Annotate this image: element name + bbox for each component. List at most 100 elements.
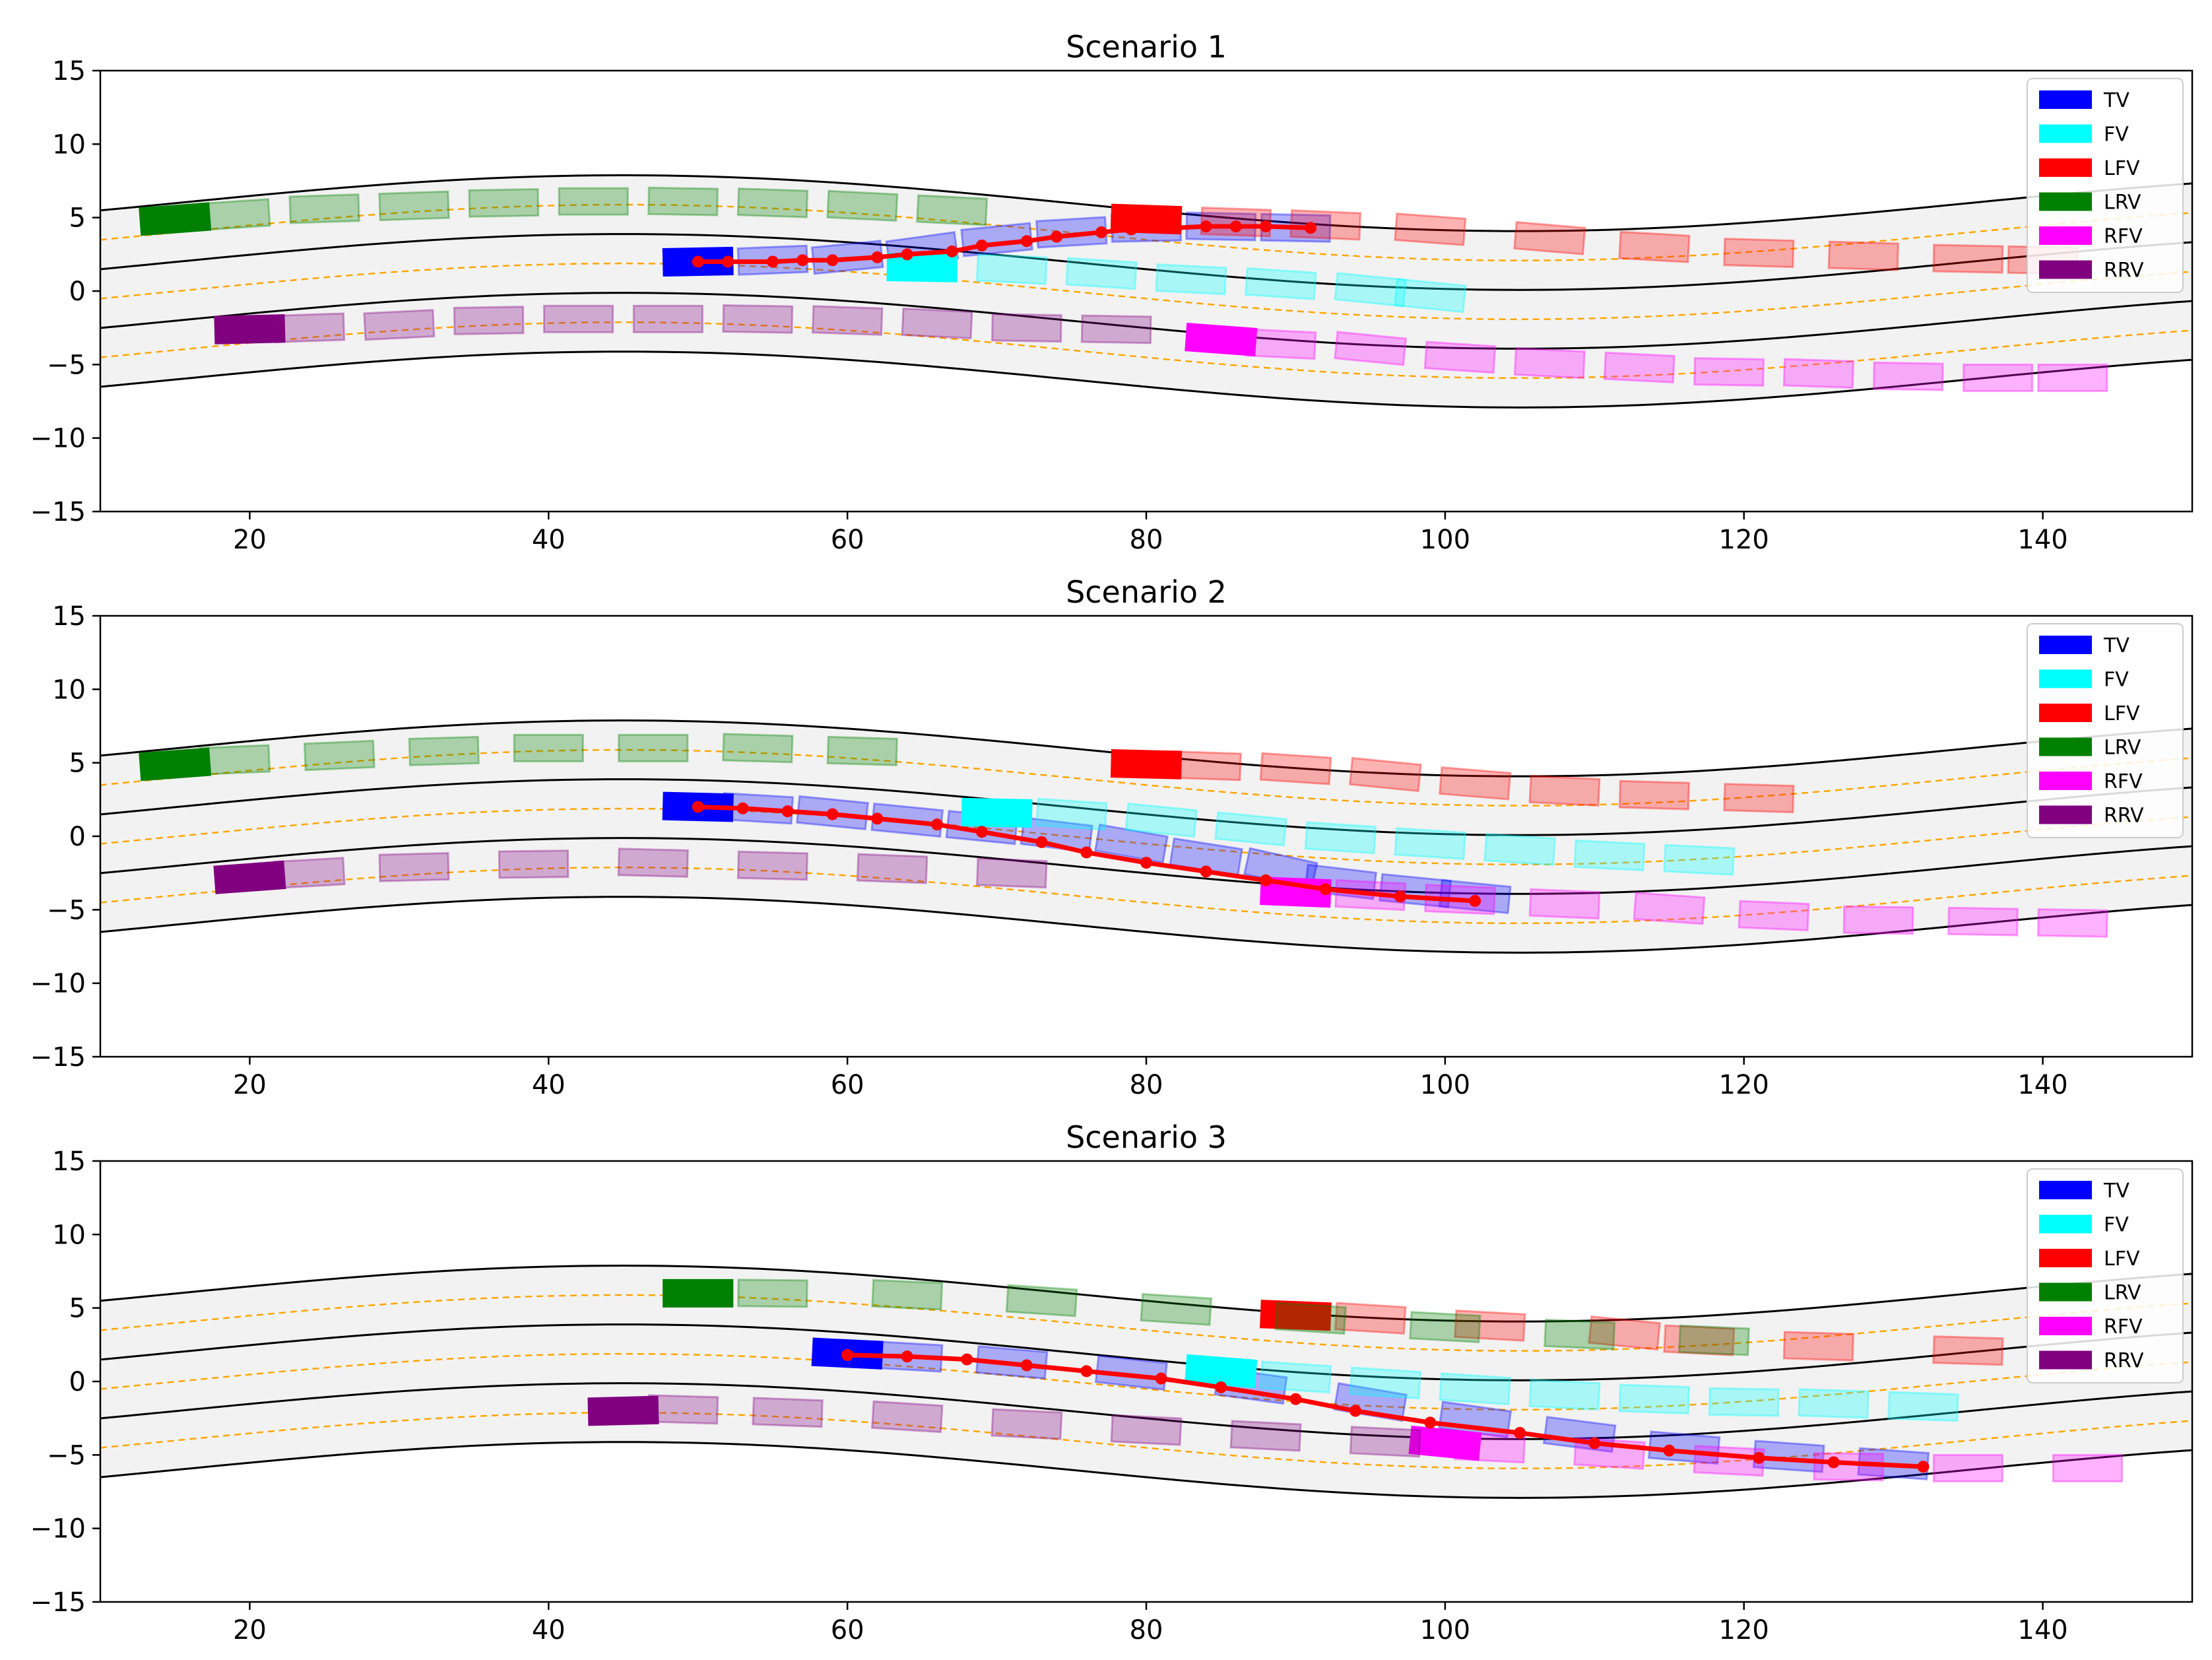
legend-label-rfv: RFV [2104, 225, 2143, 248]
vehicle-future [736, 850, 809, 881]
vehicle-future [1932, 1335, 2004, 1366]
vehicle-current [1185, 323, 1258, 356]
x-tick-label: 80 [1130, 1070, 1163, 1100]
trajectory-point [692, 801, 704, 813]
trajectory-point [961, 1353, 973, 1366]
panel-1: Scenario 1 15 10 5 0 −5 −10 −15 20 40 60 80 100 120 14… [30, 29, 2194, 555]
y-tick-label: 15 [52, 56, 86, 86]
trajectory-point [722, 255, 734, 268]
vehicle-future [1394, 213, 1467, 246]
trajectory-point [1200, 220, 1212, 233]
vehicle-future [1093, 823, 1169, 864]
vehicle-future [1723, 783, 1795, 814]
x-tick-label: 100 [1420, 1070, 1470, 1100]
vehicle-current [1110, 749, 1183, 780]
x-tick-label: 120 [1719, 1615, 1769, 1645]
vehicle-rfv [1185, 323, 2108, 392]
vehicle-future [1528, 1378, 1601, 1411]
trajectory-point [1588, 1437, 1601, 1449]
vehicle-current [587, 1395, 659, 1426]
vehicle-future [1349, 1366, 1422, 1400]
vehicle-future [752, 1397, 824, 1428]
vehicle-future [975, 253, 1048, 285]
trajectory-point [1305, 222, 1317, 234]
vehicle-future [1947, 906, 2019, 937]
vehicle-future [453, 306, 525, 335]
vehicle-rrv [214, 304, 1152, 345]
trajectory-point [1469, 894, 1481, 907]
vehicle-future [199, 744, 271, 776]
legend-swatch-rrv [2039, 805, 2092, 824]
vehicle-current [214, 314, 286, 345]
x-tick-label: 80 [1130, 525, 1163, 555]
vehicle-future [1035, 797, 1108, 831]
legend-label-lrv: LRV [2104, 737, 2141, 760]
vehicle-future [975, 857, 1048, 889]
vehicle-future [1513, 347, 1586, 380]
y-tick-label: 10 [52, 129, 86, 160]
trajectory-point [781, 805, 794, 818]
vehicle-future [198, 198, 271, 232]
vehicle-future [826, 735, 898, 766]
vehicle-current [1260, 1300, 1332, 1331]
vehicle-future [826, 189, 899, 222]
trajectory-point [1663, 1444, 1675, 1457]
vehicle-future [2036, 908, 2108, 938]
y-tick-label: −15 [30, 1042, 86, 1073]
vehicle-future [1618, 230, 1691, 263]
legend: TV FV LFV LRV RFV RRV [2027, 1168, 2184, 1383]
vehicle-future [1677, 1324, 1750, 1356]
vehicle-future [1544, 1318, 1616, 1350]
legend-swatch-tv [2039, 1181, 2092, 1199]
vehicle-rrv [213, 847, 1048, 894]
vehicle-future [1483, 833, 1556, 867]
trajectory-point [901, 1350, 913, 1363]
legend-label-rfv: RFV [2104, 770, 2143, 793]
vehicle-current [139, 202, 212, 236]
legend-label-tv: TV [2103, 89, 2130, 112]
vehicle-future [498, 849, 569, 879]
trajectory-point [826, 808, 839, 820]
legend: TV FV LFV LRV RFV RRV [2027, 623, 2184, 838]
y-tick-label: −10 [30, 424, 86, 454]
x-tick-label: 60 [831, 1615, 864, 1645]
legend-swatch-lrv [2039, 737, 2092, 756]
vehicle-future [542, 304, 614, 333]
vehicle-future [1304, 821, 1377, 855]
y-tick-label: 0 [69, 1367, 86, 1397]
x-tick-label: 60 [831, 525, 864, 555]
trajectory-point [1260, 874, 1272, 886]
x-tick-label: 20 [233, 1070, 267, 1100]
trajectory-point [1035, 836, 1048, 848]
y-tick-label: 15 [52, 1146, 86, 1177]
vehicle-future [647, 1394, 719, 1425]
vehicle-future [617, 847, 689, 878]
lane-boundary-2 [100, 778, 2192, 836]
vehicle-future [1170, 750, 1242, 781]
vehicle-current [886, 252, 958, 282]
vehicle-future [1618, 1383, 1691, 1415]
trajectory-point [871, 813, 884, 825]
vehicle-future [1663, 844, 1736, 876]
trajectory-point [1140, 857, 1152, 869]
vehicle-future [1573, 839, 1646, 872]
x-tick-label: 40 [532, 525, 566, 555]
lane-centerline-3 [100, 866, 2192, 925]
vehicle-future [871, 1278, 944, 1311]
y-tick-label: −5 [47, 895, 86, 925]
legend-swatch-fv [2039, 124, 2092, 143]
trajectory-point [1095, 226, 1108, 238]
legend-label-rfv: RFV [2104, 1315, 2143, 1339]
trajectory-point [901, 248, 913, 261]
x-tick-label: 100 [1420, 525, 1470, 555]
x-tick-label: 100 [1420, 1615, 1470, 1645]
lane-centerline-1 [100, 748, 2192, 807]
vehicle-future [722, 733, 794, 764]
legend-swatch-rfv [2039, 772, 2092, 790]
vehicle-current [961, 797, 1033, 828]
y-tick-label: −15 [30, 497, 86, 527]
vehicle-future [856, 853, 928, 884]
trajectory-point [1215, 1381, 1227, 1393]
legend-swatch-lrv [2039, 192, 2092, 211]
vehicle-future [1393, 277, 1467, 314]
